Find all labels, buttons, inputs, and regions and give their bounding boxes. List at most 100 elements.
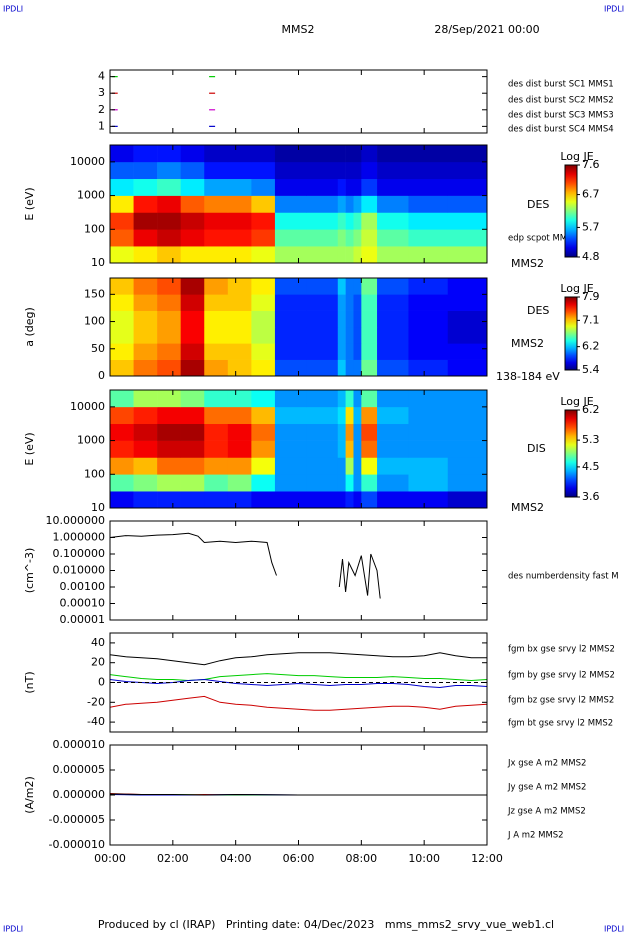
spectrogram-cell — [408, 229, 449, 247]
spectrogram-cell — [337, 278, 346, 295]
spectrogram-cell — [306, 457, 339, 475]
spectrogram-cell — [157, 457, 181, 475]
x-tick-label: 10:00 — [408, 852, 440, 865]
spectrogram-cell — [227, 406, 252, 425]
spectrogram-cell — [133, 474, 158, 492]
spectrogram-cell — [408, 212, 449, 230]
colorbar-tick-label: 5.3 — [582, 433, 600, 446]
spectrogram-cell — [110, 343, 134, 360]
spectrogram-cell — [361, 343, 378, 360]
spectrogram-cell — [133, 423, 158, 441]
spectrogram-cell — [227, 229, 252, 247]
spectrogram-cell — [306, 212, 339, 230]
corner-label: IPDLI — [3, 925, 23, 934]
y-tick-label: 10000 — [70, 400, 105, 413]
spectrogram-cell — [227, 457, 252, 475]
spectrogram-cell — [133, 212, 158, 230]
spectrogram-cell — [251, 178, 276, 196]
spectrogram-cell — [361, 390, 378, 408]
spectrogram-cell — [377, 294, 409, 311]
spectrogram-cell — [345, 390, 354, 408]
spectrogram-cell — [377, 229, 409, 247]
spectrogram-cell — [180, 246, 205, 264]
y-tick-label: 40 — [91, 636, 105, 649]
spectrogram-cell — [345, 327, 354, 344]
spectrogram-cell — [447, 212, 488, 230]
spectrogram-cell — [204, 491, 229, 509]
series-line — [109, 793, 487, 796]
spectrogram-cell — [408, 294, 449, 311]
spectrogram-cell — [204, 212, 229, 230]
spectrogram-cell — [204, 294, 229, 311]
spectrogram-cell — [345, 406, 354, 425]
y-tick-label: 0.000005 — [53, 763, 106, 776]
spectrogram-cell — [157, 343, 181, 360]
plot-frame — [109, 69, 488, 134]
spectrogram-cell — [274, 310, 307, 328]
spectrogram-cell — [157, 406, 181, 425]
spectrogram-cell — [180, 212, 205, 230]
spectrogram-cell — [306, 390, 339, 408]
spectrogram-cell — [345, 440, 354, 458]
spectrogram-cell — [447, 178, 488, 196]
spectrogram-cell — [306, 178, 339, 196]
y-axis-label: (A/m2) — [23, 776, 36, 814]
spectrogram-cell — [157, 390, 181, 408]
spectrogram-cell — [408, 359, 449, 377]
spectrogram-cell — [157, 327, 181, 344]
spectrogram-cell — [204, 440, 229, 458]
y-tick-label: 1000 — [77, 434, 105, 447]
spectrogram-cell — [306, 278, 339, 295]
spectrogram-cell — [447, 161, 488, 180]
spectrogram-cell — [337, 195, 346, 213]
spectrogram-cell — [306, 423, 339, 441]
spectrogram-cell — [204, 327, 229, 344]
spectrogram-cell — [133, 457, 158, 475]
spectrogram-cell — [274, 406, 307, 425]
spectrogram-cell — [227, 474, 252, 492]
panel-label: DIS — [527, 442, 546, 455]
legend-entry: des numberdensity fast M — [508, 572, 619, 582]
spectrogram-cell — [227, 423, 252, 441]
spectrogram-cell — [353, 423, 362, 441]
spectrogram-cell — [337, 343, 346, 360]
legend-entry: fgm bx gse srvy l2 MMS2 — [508, 645, 615, 655]
spectrogram-cell — [306, 246, 339, 264]
spectrogram-cell — [408, 457, 449, 475]
spectrogram-cell — [110, 327, 134, 344]
spectrogram-cell — [251, 491, 276, 509]
spectrogram-cell — [180, 161, 205, 180]
corner-label: IPDLI — [3, 5, 23, 14]
spectrogram-cell — [204, 310, 229, 328]
spectrogram-cell — [180, 327, 205, 344]
spectrogram-cell — [337, 161, 346, 180]
spectrogram-cell — [345, 294, 354, 311]
spectrogram-cell — [251, 390, 276, 408]
spectrogram-cell — [274, 145, 307, 163]
colorbar-tick-label: 5.7 — [582, 220, 600, 233]
spectrogram-cell — [133, 491, 158, 509]
spectrogram-cell — [345, 229, 354, 247]
spectrogram-cell — [447, 294, 488, 311]
spectrogram-cell — [306, 491, 339, 509]
spectrogram-cell — [408, 423, 449, 441]
spectrogram-cell — [337, 457, 346, 475]
spectrogram-cell — [353, 294, 362, 311]
spectrogram-cell — [353, 343, 362, 360]
spectrogram-cell — [157, 359, 181, 377]
spectrogram-cell — [447, 474, 488, 492]
spectrogram-cell — [306, 161, 339, 180]
y-tick-label: -0.000010 — [49, 838, 105, 851]
spectrogram-cell — [133, 327, 158, 344]
spectrogram-cell — [408, 343, 449, 360]
spectrogram-cell — [133, 161, 158, 180]
legend-entry: J A m2 MMS2 — [507, 831, 564, 841]
spectrogram-cell — [110, 474, 134, 492]
spectrogram-cell — [306, 229, 339, 247]
spectrogram-cell — [274, 390, 307, 408]
spectrogram-cell — [361, 195, 378, 213]
spectrogram-cell — [227, 390, 252, 408]
spectrogram-cell — [204, 423, 229, 441]
spectrogram-cell — [447, 359, 488, 377]
spectrogram-cell — [447, 343, 488, 360]
